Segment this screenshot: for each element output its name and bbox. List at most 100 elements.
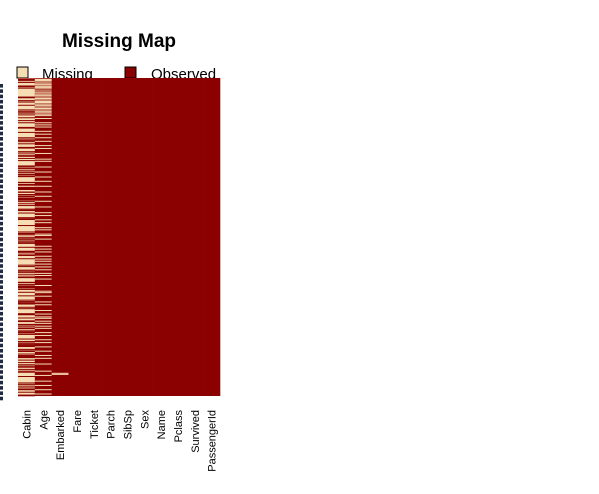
heatmap-cell-missing	[34, 115, 52, 117]
heatmap-cell-observed	[18, 383, 36, 385]
heatmap-cell-observed	[18, 147, 36, 149]
heatmap-cell-observed	[18, 80, 36, 82]
heatmap-cell-missing	[34, 90, 52, 92]
heatmap-cell-observed	[18, 385, 36, 387]
heatmap-cell-observed	[18, 146, 36, 148]
heatmap-cell-missing	[34, 185, 52, 187]
heatmap-cell-missing	[34, 363, 52, 365]
heatmap-cell-missing	[34, 285, 52, 286]
heatmap-cell-observed	[18, 97, 36, 99]
heatmap-cell-observed	[18, 303, 36, 305]
heatmap-cell-missing	[34, 304, 52, 306]
heatmap-column-fill	[203, 78, 221, 396]
heatmap-column-sibsp	[119, 78, 137, 396]
heatmap-cell-observed	[18, 394, 36, 396]
heatmap-cell-observed	[18, 238, 36, 240]
heatmap-cell-missing	[34, 102, 52, 104]
heatmap-cell-observed	[18, 195, 36, 197]
row-label-tick	[0, 158, 3, 162]
heatmap-cell-missing	[34, 97, 52, 99]
row-label-tick	[0, 338, 3, 342]
heatmap-cell-missing	[34, 83, 52, 85]
heatmap-cell-missing	[34, 124, 52, 126]
heatmap-cell-observed	[18, 198, 36, 200]
heatmap-cell-observed	[18, 155, 36, 157]
heatmap-cell-observed	[18, 317, 36, 319]
heatmap-cell-missing	[34, 160, 52, 162]
row-label-tick	[0, 396, 3, 401]
heatmap-column-fill	[119, 78, 137, 396]
heatmap-cell-observed	[18, 225, 36, 227]
heatmap-cell-observed	[18, 287, 36, 289]
heatmap-cell-observed	[18, 198, 36, 200]
heatmap-cell-observed	[18, 321, 36, 323]
heatmap-cell-missing	[34, 334, 52, 336]
heatmap-cell-missing	[34, 145, 52, 147]
heatmap-cell-missing	[34, 103, 52, 105]
heatmap-column-age	[34, 78, 52, 396]
heatmap-cell-observed	[18, 152, 36, 154]
heatmap-cell-missing	[34, 95, 52, 97]
row-label-tick	[0, 264, 3, 268]
heatmap-column-name	[152, 78, 170, 396]
heatmap-cell-missing	[34, 152, 52, 154]
heatmap-cell-observed	[18, 171, 36, 173]
heatmap-cell-observed	[18, 131, 36, 133]
heatmap-cell-observed	[18, 333, 36, 335]
row-label-tick	[0, 327, 3, 332]
heatmap-cell-observed	[18, 357, 36, 359]
heatmap-cell-observed	[18, 201, 36, 203]
heatmap-cell-observed	[18, 302, 36, 304]
heatmap-cell-missing	[34, 370, 52, 372]
row-label-tick	[0, 269, 3, 274]
row-label-tick	[0, 280, 3, 284]
heatmap-cell-observed	[18, 137, 36, 139]
heatmap-cell-observed	[18, 154, 36, 156]
row-label-tick	[0, 296, 3, 300]
heatmap-cell-observed	[18, 81, 36, 83]
row-label-tick	[0, 248, 3, 252]
heatmap-cell-observed	[18, 234, 36, 236]
row-label-tick	[0, 131, 3, 136]
heatmap-cell-missing	[34, 158, 52, 160]
row-label-tick	[0, 311, 3, 316]
heatmap-cell-observed	[18, 366, 36, 368]
heatmap-cell-observed	[18, 110, 36, 112]
heatmap-cell-observed	[18, 85, 36, 87]
heatmap-cell-observed	[18, 210, 36, 212]
heatmap-cell-observed	[18, 86, 36, 88]
legend-swatch-observed	[124, 66, 137, 79]
heatmap-cell-missing	[34, 339, 52, 341]
heatmap-cell-missing	[34, 81, 52, 83]
heatmap-cell-observed	[18, 382, 36, 384]
heatmap-cell-observed	[18, 246, 36, 248]
heatmap-cell-observed	[18, 295, 36, 297]
heatmap-cell-observed	[18, 276, 36, 278]
heatmap-cell-observed	[18, 266, 36, 268]
row-label-tick	[0, 322, 3, 327]
row-label-tick	[0, 205, 3, 210]
column-label-name: Name	[156, 410, 168, 439]
column-label-passengerid: PassengerId	[207, 410, 219, 472]
heatmap-cell-missing	[34, 200, 52, 202]
heatmap-column-pclass	[169, 78, 187, 396]
heatmap-cell-missing	[34, 269, 52, 271]
heatmap-cell-missing	[34, 251, 52, 253]
column-label-embarked: Embarked	[55, 410, 67, 460]
row-label-tick	[0, 274, 3, 279]
heatmap-cell-observed	[18, 208, 36, 210]
heatmap-column-sex	[135, 78, 153, 396]
heatmap-cell-observed	[18, 157, 36, 159]
column-label-sibsp: SibSp	[122, 410, 134, 439]
heatmap-cell-observed	[18, 141, 36, 143]
heatmap-cell-missing	[34, 122, 52, 124]
row-label-tick	[0, 375, 3, 380]
heatmap-cell-missing	[51, 373, 69, 375]
heatmap-cell-observed	[18, 169, 36, 171]
heatmap-cell-observed	[18, 104, 36, 106]
heatmap-cell-observed	[18, 332, 36, 334]
heatmap-cell-observed	[18, 189, 36, 190]
heatmap-cell-observed	[18, 286, 36, 288]
heatmap-cell-observed	[18, 370, 36, 372]
heatmap-cell-missing	[34, 327, 52, 329]
